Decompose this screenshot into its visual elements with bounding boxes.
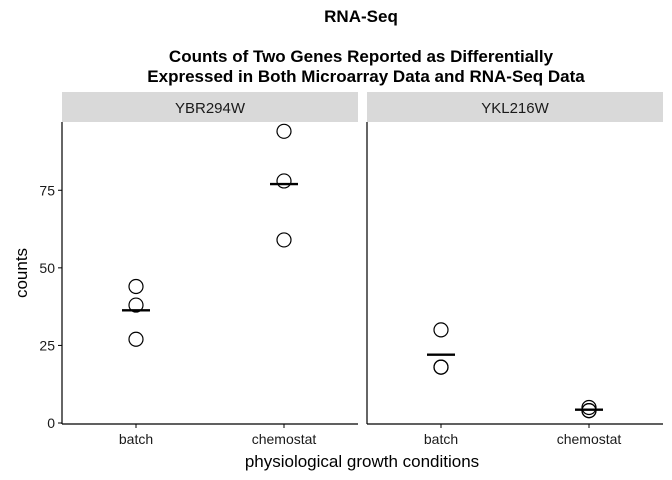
panel-ykl216w: YKL216W batch chemostat xyxy=(366,92,663,447)
data-point xyxy=(128,331,144,347)
y-tick-label: 25 xyxy=(39,337,55,353)
facet-strip-label: YBR294W xyxy=(175,100,246,117)
x-tick-label: chemostat xyxy=(557,431,622,447)
facet-strip xyxy=(367,92,663,122)
y-axis-title: counts xyxy=(12,248,31,298)
data-point xyxy=(276,173,292,189)
panels: YBR294W 0 25 50 75 batch chemostat YKL216W batch… xyxy=(39,92,663,447)
panel-ybr294w: YBR294W 0 25 50 75 batch chemostat xyxy=(39,92,358,447)
data-point xyxy=(128,297,144,313)
y-tick-label: 75 xyxy=(39,182,55,198)
y-tick-label: 0 xyxy=(47,415,55,431)
data-point xyxy=(276,123,292,139)
y-tick-label: 50 xyxy=(39,260,55,276)
data-point xyxy=(433,322,449,338)
facet-strip xyxy=(62,92,358,122)
x-tick-label: chemostat xyxy=(252,431,317,447)
chart-title-line-4: Expressed in Both Microarray Data and RN… xyxy=(147,67,585,86)
x-axis-title: physiological growth conditions xyxy=(245,452,479,471)
data-point xyxy=(128,278,144,295)
data-point xyxy=(276,232,292,248)
x-tick-label: batch xyxy=(119,431,153,447)
data-point xyxy=(581,399,597,416)
chart-title-line-3: Counts of Two Genes Reported as Differen… xyxy=(169,47,554,66)
chart-title-line-1: RNA-Seq xyxy=(324,7,398,26)
facet-strip-label: YKL216W xyxy=(481,100,549,117)
x-tick-label: batch xyxy=(424,431,458,447)
data-point xyxy=(433,359,449,375)
